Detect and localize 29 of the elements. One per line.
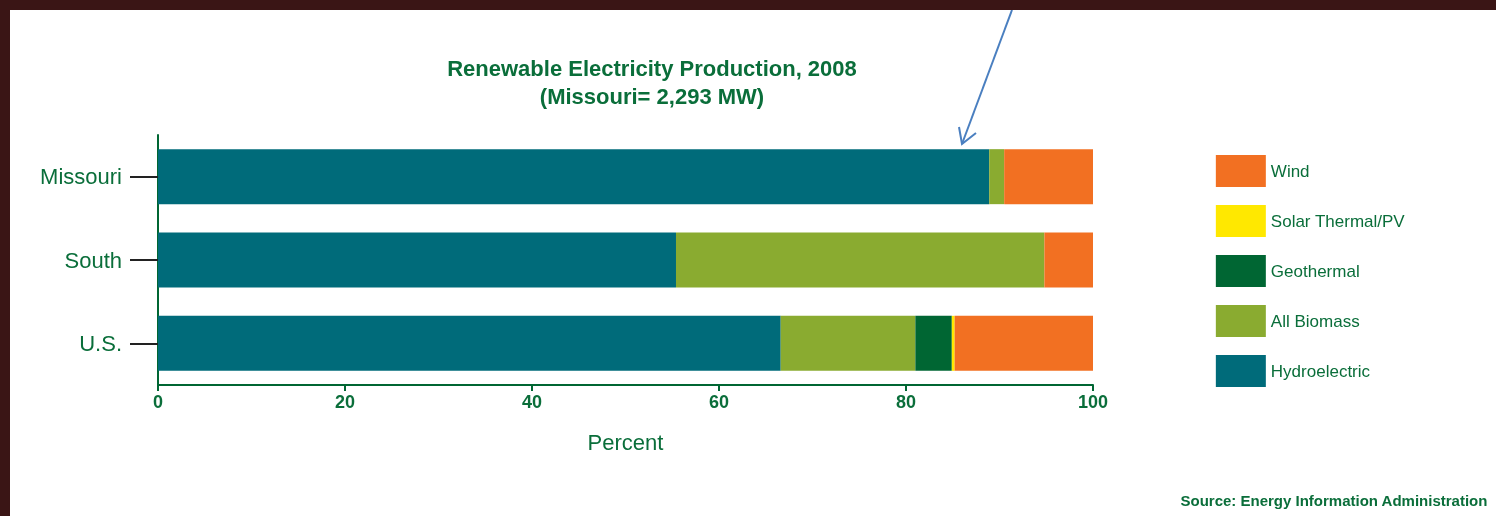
y-tick-label: Missouri <box>40 164 122 190</box>
bar <box>675 232 1045 288</box>
y-tick-label: South <box>64 247 122 273</box>
bar <box>915 315 952 371</box>
x-tick-label: 100 <box>1077 392 1109 412</box>
bar <box>780 315 916 371</box>
x-tick-label: 0 <box>152 392 164 412</box>
x-axis-title: Percent <box>587 429 664 455</box>
bar <box>158 232 676 288</box>
y-tick-label: U.S. <box>79 330 122 356</box>
legend-label: Geothermal <box>1270 261 1360 281</box>
bar <box>951 315 955 371</box>
legend-label: Wind <box>1270 161 1310 181</box>
legend-label: Hydroelectric <box>1270 361 1371 381</box>
legend-label: All Biomass <box>1270 311 1360 331</box>
legend-label: Solar Thermal/PV <box>1270 211 1406 231</box>
chart-subtitle: (Missouri= 2,293 MW) <box>539 83 765 109</box>
bar <box>158 315 781 371</box>
bar <box>158 149 990 205</box>
source-note: Source: Energy Information Administration <box>1180 492 1488 509</box>
x-tick-label: 80 <box>895 392 917 412</box>
x-tick-label: 40 <box>521 392 543 412</box>
x-tick-label: 20 <box>334 392 356 412</box>
bar <box>1044 232 1093 288</box>
x-tick-label: 60 <box>708 392 730 412</box>
bar <box>1004 149 1093 205</box>
bar <box>954 315 1093 371</box>
bar <box>989 149 1005 205</box>
chart-title: Renewable Electricity Production, 2008 <box>447 55 857 81</box>
